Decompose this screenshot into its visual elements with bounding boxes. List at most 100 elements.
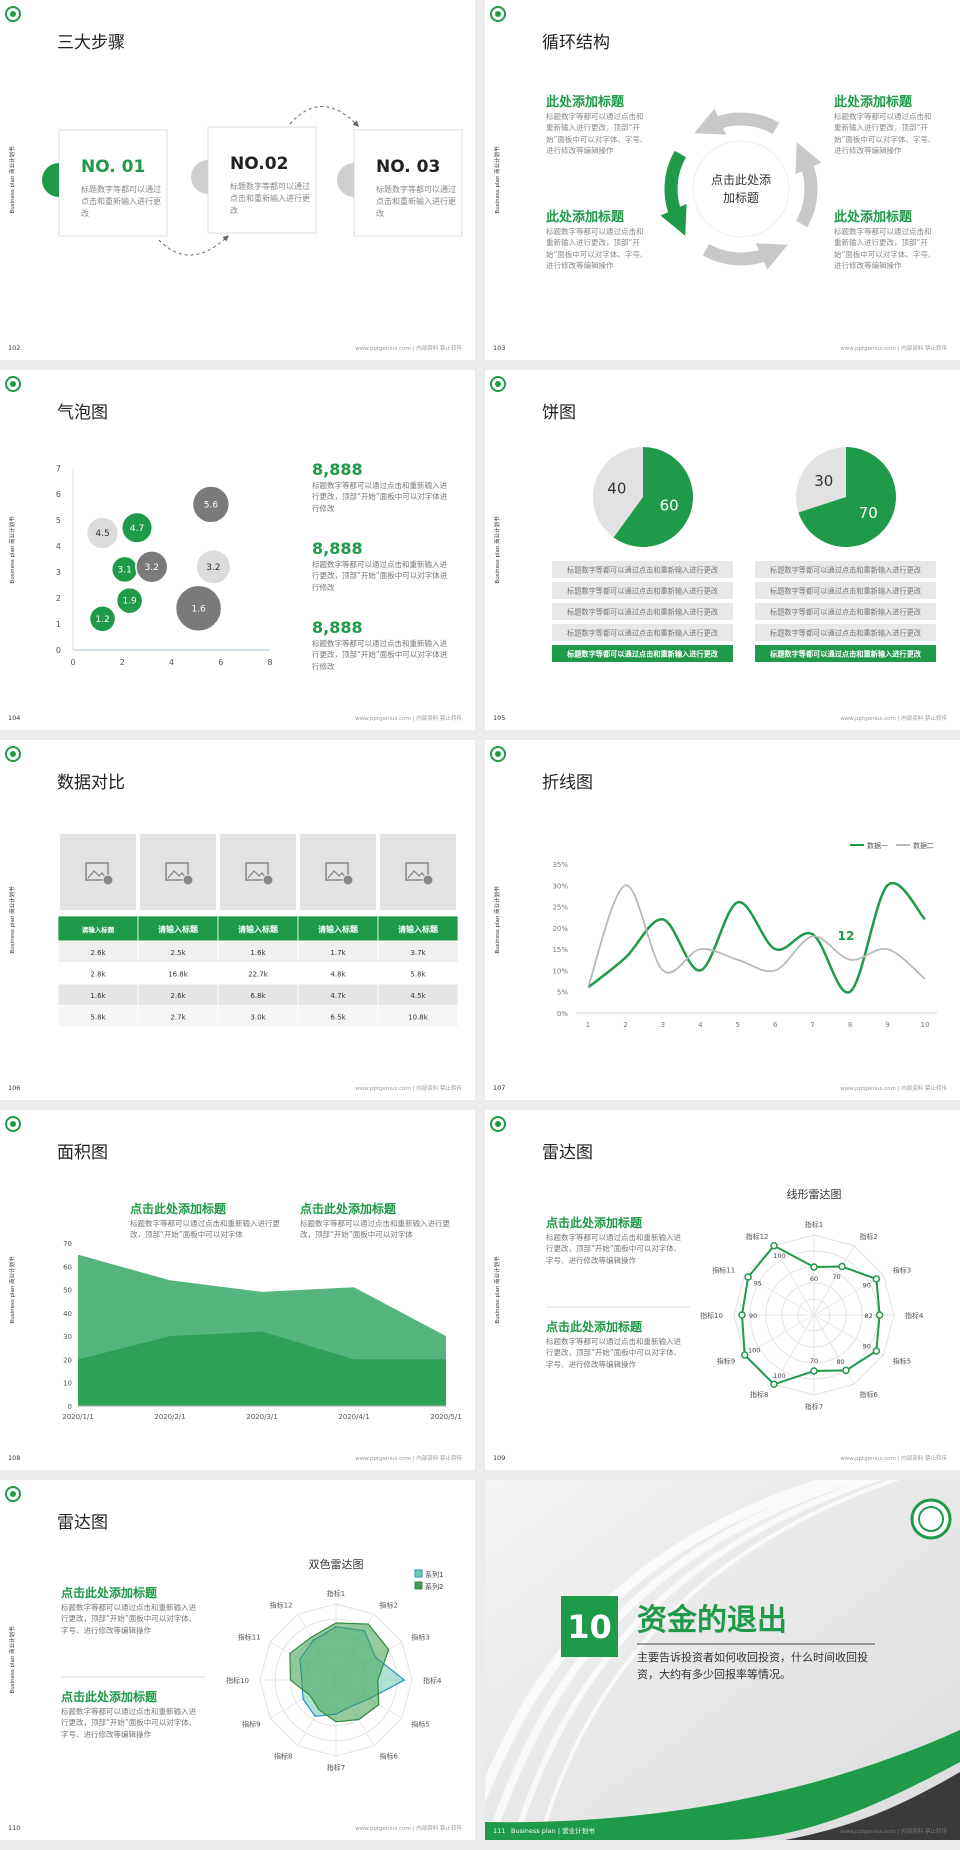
table-text: 16.8k <box>168 971 189 979</box>
x-tick-label: 6 <box>773 1021 778 1029</box>
slide-title: 气泡图 <box>57 403 108 423</box>
block-text: 标题数字等都可以通过点击和重新输入进行更改，顶部“开始”面板中可以对字体、字号、… <box>546 1337 682 1369</box>
footer-label: Business plan | 营业计划书 <box>511 1826 595 1835</box>
pie-slice <box>593 447 643 538</box>
table-text: 6.5k <box>330 1014 346 1022</box>
x-tick-label: 2 <box>120 658 125 667</box>
radar-spoke <box>813 1245 855 1316</box>
slide: 数据对比 Business plan 商业计划书 106 www.pptgenius.… <box>0 740 475 1100</box>
footer: www.pptgenius.com | 内部资料 禁止转传 <box>840 1454 947 1462</box>
side-label: Business plan 商业计划书 <box>493 516 501 584</box>
table-text: 2.7k <box>170 1014 186 1022</box>
radar-marker <box>838 1262 846 1271</box>
side-label: Business plan 商业计划书 <box>493 886 501 954</box>
table-text: 3.7k <box>410 949 426 957</box>
image-icon <box>165 862 189 881</box>
image-icon-plus <box>342 874 354 886</box>
data-label: 1.2 <box>95 615 109 625</box>
slide-canvas: 三大步骤 Business plan 商业计划书 102 www.pptgenius.… <box>5 6 463 352</box>
footer: www.pptgenius.com | 内部资料 禁止转传 <box>840 714 947 722</box>
note-text: 标题数字等都可以通过点击和重新输入进行更改，顶部“开始”面板中可以对字体进行修改 <box>312 481 448 513</box>
line-series <box>587 884 926 988</box>
slide-title: 雷达图 <box>57 1513 108 1533</box>
list-row <box>552 561 733 578</box>
block-text: 标题数字等都可以通过点击和重新输入进行更改，顶部“开始”面板中可以对字体、字号、… <box>61 1603 197 1635</box>
image-icon-plus <box>182 874 194 886</box>
note-value: 8,888 <box>312 539 363 558</box>
logo-dot <box>495 11 501 17</box>
slide-canvas: 雷达图 Business plan 商业计划书 110 www.pptgenius.c… <box>5 1486 462 1832</box>
chart-title: 双色雷达图 <box>309 1557 364 1571</box>
page-number: 102 <box>8 344 20 352</box>
image-icon-plus <box>262 874 274 886</box>
x-tick-label: 4 <box>169 658 174 667</box>
slide-title: 折线图 <box>542 773 593 793</box>
data-label: 4.5 <box>95 529 109 539</box>
data-label: 90 <box>749 1312 757 1320</box>
legend-label: 系列2 <box>425 1582 443 1591</box>
data-label: 100 <box>748 1347 760 1355</box>
cycle-arrow <box>795 142 822 228</box>
list-text: 标题数字等都可以通过点击和重新输入进行更改 <box>566 650 719 659</box>
table-text: 1.7k <box>330 949 346 957</box>
radar-marker <box>810 1367 818 1375</box>
note-value: 8,888 <box>312 460 363 479</box>
list-row <box>755 645 936 662</box>
x-tick-label: 8 <box>267 658 272 667</box>
logo-dot <box>495 751 501 757</box>
block-text: 标题数字等都可以通过点击和重新输入进行更改，顶部“开始”面板中可以对字体、字号、… <box>546 1233 682 1265</box>
table-cell <box>377 1005 459 1028</box>
image-icon-hill <box>247 870 267 879</box>
table-text: 4.7k <box>330 992 346 1000</box>
legend-swatch <box>414 1581 423 1590</box>
y-tick-label: 60 <box>63 1263 72 1271</box>
slide: 循环结构 Business plan 商业计划书 103 www.pptgenius.… <box>485 0 960 360</box>
y-tick-label: 50 <box>63 1287 72 1295</box>
indicator-label: 指标5 <box>411 1720 429 1729</box>
data-label: 1.9 <box>122 597 137 607</box>
list-row <box>755 561 936 578</box>
slide: 三大步骤 Business plan 商业计划书 102 www.pptgenius.… <box>0 0 475 360</box>
step-tab <box>42 163 59 197</box>
block-title: 点击此处添加标题 <box>546 1319 643 1334</box>
footer: www.pptgenius.com | 内部资料 禁止转传 <box>840 1084 947 1092</box>
block-text: 标题数字等都可以通过点击和重新输入进行更改，顶部“开始”面板中可以对字体、字号、… <box>834 227 936 270</box>
step-label: NO.02 <box>230 154 288 174</box>
table-text: 3.0k <box>250 1014 266 1022</box>
table-header: 请输入标题 <box>318 924 359 934</box>
block-text: 标题数字等都可以通过点击和重新输入进行更改，顶部“开始”面板中可以对字体、字号、… <box>546 112 648 155</box>
section-box <box>561 1596 618 1657</box>
slide-canvas: 饼图 Business plan 商业计划书 105 www.pptgenius.co… <box>490 376 947 722</box>
x-tick-label: 5 <box>736 1021 740 1029</box>
slide-title: 雷达图 <box>542 1143 593 1163</box>
logo-inner <box>918 1506 944 1532</box>
side-label: Business plan 商业计划书 <box>493 146 501 214</box>
x-tick-label: 1 <box>586 1021 590 1029</box>
y-tick-label: 5% <box>557 989 568 997</box>
x-tick-label: 2 <box>623 1021 627 1029</box>
page-number: 106 <box>8 1084 20 1092</box>
side-label: Business plan 商业计划书 <box>8 146 16 214</box>
step-arrow <box>158 235 229 256</box>
image-placeholder <box>220 834 296 910</box>
data-label: 40 <box>607 480 626 498</box>
block-title: 此处添加标题 <box>546 94 625 110</box>
logo-dot <box>10 751 16 757</box>
center-title: 点击此处添加标题 <box>711 173 772 205</box>
radar-spoke <box>813 1314 855 1385</box>
radar-marker <box>810 1263 818 1271</box>
slide: 面积图 Business plan 商业计划书 108 www.pptgenius.c… <box>0 1110 475 1470</box>
slide-title: 面积图 <box>57 1143 108 1163</box>
y-tick-label: 25% <box>552 904 568 912</box>
y-tick-label: 10% <box>552 967 568 975</box>
slide: 气泡图 Business plan 商业计划书 104 www.pptgenius.c… <box>0 370 475 730</box>
radar-spoke <box>813 1274 884 1316</box>
legend-swatch <box>414 1569 423 1578</box>
data-label: 30 <box>814 472 833 490</box>
radar-marker <box>875 1311 884 1319</box>
list-text: 标题数字等都可以通过点击和重新输入进行更改 <box>769 650 922 659</box>
indicator-label: 指标6 <box>860 1390 879 1399</box>
radar-spoke <box>773 1314 815 1385</box>
